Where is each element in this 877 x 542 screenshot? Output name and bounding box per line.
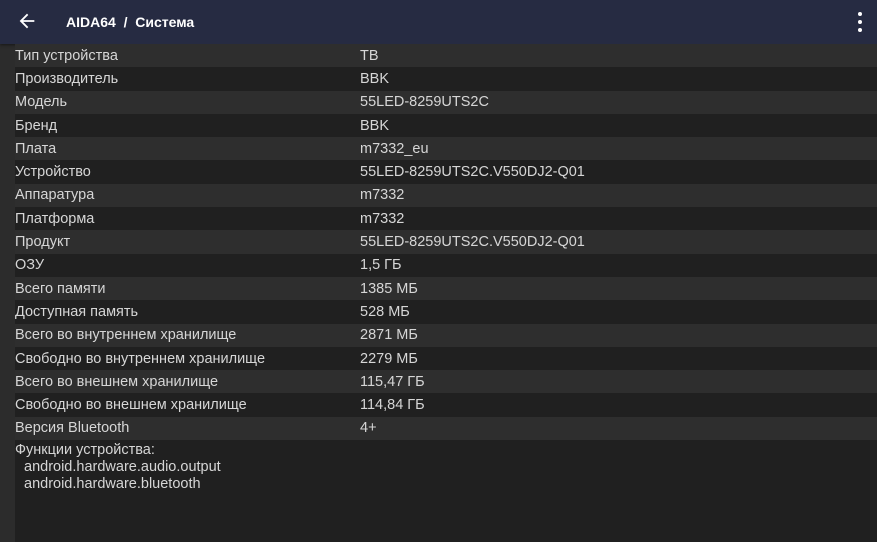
system-info-list: Тип устройства ТВ Производитель BBK Модель 55… [15, 44, 877, 542]
info-row[interactable]: Версия Bluetooth 4+ [15, 416, 877, 441]
app-bar: AIDA64 / Система [0, 0, 877, 44]
info-value: 55LED-8259UTS2C.V550DJ2-Q01 [360, 164, 585, 181]
info-label: Производитель [15, 70, 119, 87]
info-label: Бренд [15, 117, 58, 134]
info-row[interactable]: Всего во внутреннем хранилище 2871 МБ [15, 323, 877, 347]
info-value: 2279 МБ [360, 350, 418, 367]
info-row[interactable]: Бренд BBK [15, 113, 877, 138]
info-value: 55LED-8259UTS2C.V550DJ2-Q01 [360, 234, 585, 251]
info-row[interactable]: ОЗУ 1,5 ГБ [15, 253, 877, 277]
info-value: 114,84 ГБ [360, 397, 425, 414]
info-value: BBK [360, 70, 390, 87]
info-row[interactable]: Продукт 55LED-8259UTS2C.V550DJ2-Q01 [15, 230, 877, 254]
info-row[interactable]: Тип устройства ТВ [15, 44, 877, 68]
info-label: ОЗУ [15, 257, 45, 274]
features-label: Функции устройства: [15, 442, 155, 459]
info-label: Свободно во внешнем хранилище [15, 397, 247, 414]
info-value: 528 МБ [360, 303, 410, 320]
info-value: m7332_eu [360, 140, 429, 157]
info-row[interactable]: Устройство 55LED-8259UTS2C.V550DJ2-Q01 [15, 160, 877, 184]
info-value: 1,5 ГБ [360, 257, 402, 274]
info-row[interactable]: Производитель BBK [15, 67, 877, 91]
info-value: ТВ [360, 47, 379, 64]
more-options-icon[interactable] [857, 12, 863, 32]
info-label: Свободно во внутреннем хранилище [15, 350, 266, 367]
info-value: 55LED-8259UTS2C [360, 94, 489, 111]
info-row[interactable]: Свободно во внутреннем хранилище 2279 МБ [15, 346, 877, 371]
info-label: Платформа [15, 210, 95, 227]
page-title: AIDA64 / Система [66, 14, 195, 30]
info-row[interactable]: Всего во внешнем хранилище 115,47 ГБ [15, 370, 877, 394]
info-label: Всего во внутреннем хранилище [15, 327, 237, 344]
info-value: BBK [360, 117, 390, 134]
info-value: m7332 [360, 210, 405, 227]
info-label: Устройство [15, 164, 91, 181]
info-value: 1385 МБ [360, 280, 418, 297]
feature-item: android.hardware.audio.output [24, 459, 221, 476]
info-value: 2871 МБ [360, 327, 418, 344]
info-row[interactable]: Свободно во внешнем хранилище 114,84 ГБ [15, 393, 877, 417]
back-arrow-icon[interactable] [16, 10, 38, 32]
info-label: Плата [15, 140, 57, 157]
info-value: m7332 [360, 187, 405, 204]
info-row[interactable]: Аппаратура m7332 [15, 183, 877, 208]
info-row[interactable]: Всего памяти 1385 МБ [15, 276, 877, 301]
device-features[interactable]: Функции устройства: android.hardware.audi… [15, 440, 877, 542]
info-row[interactable]: Плата m7332_eu [15, 137, 877, 161]
info-label: Аппаратура [15, 187, 95, 204]
info-value: 4+ [360, 420, 377, 437]
info-label: Доступная память [15, 303, 139, 320]
info-row[interactable]: Модель 55LED-8259UTS2C [15, 90, 877, 114]
info-value: 115,47 ГБ [360, 373, 425, 390]
info-label: Продукт [15, 234, 71, 251]
info-row[interactable]: Платформа m7332 [15, 207, 877, 231]
info-label: Модель [15, 94, 68, 111]
info-row[interactable]: Доступная память 528 МБ [15, 300, 877, 324]
info-label: Тип устройства [15, 47, 118, 64]
info-label: Всего во внешнем хранилище [15, 373, 219, 390]
info-label: Всего памяти [15, 280, 106, 297]
feature-item: android.hardware.bluetooth [24, 476, 201, 493]
info-label: Версия Bluetooth [15, 420, 130, 437]
